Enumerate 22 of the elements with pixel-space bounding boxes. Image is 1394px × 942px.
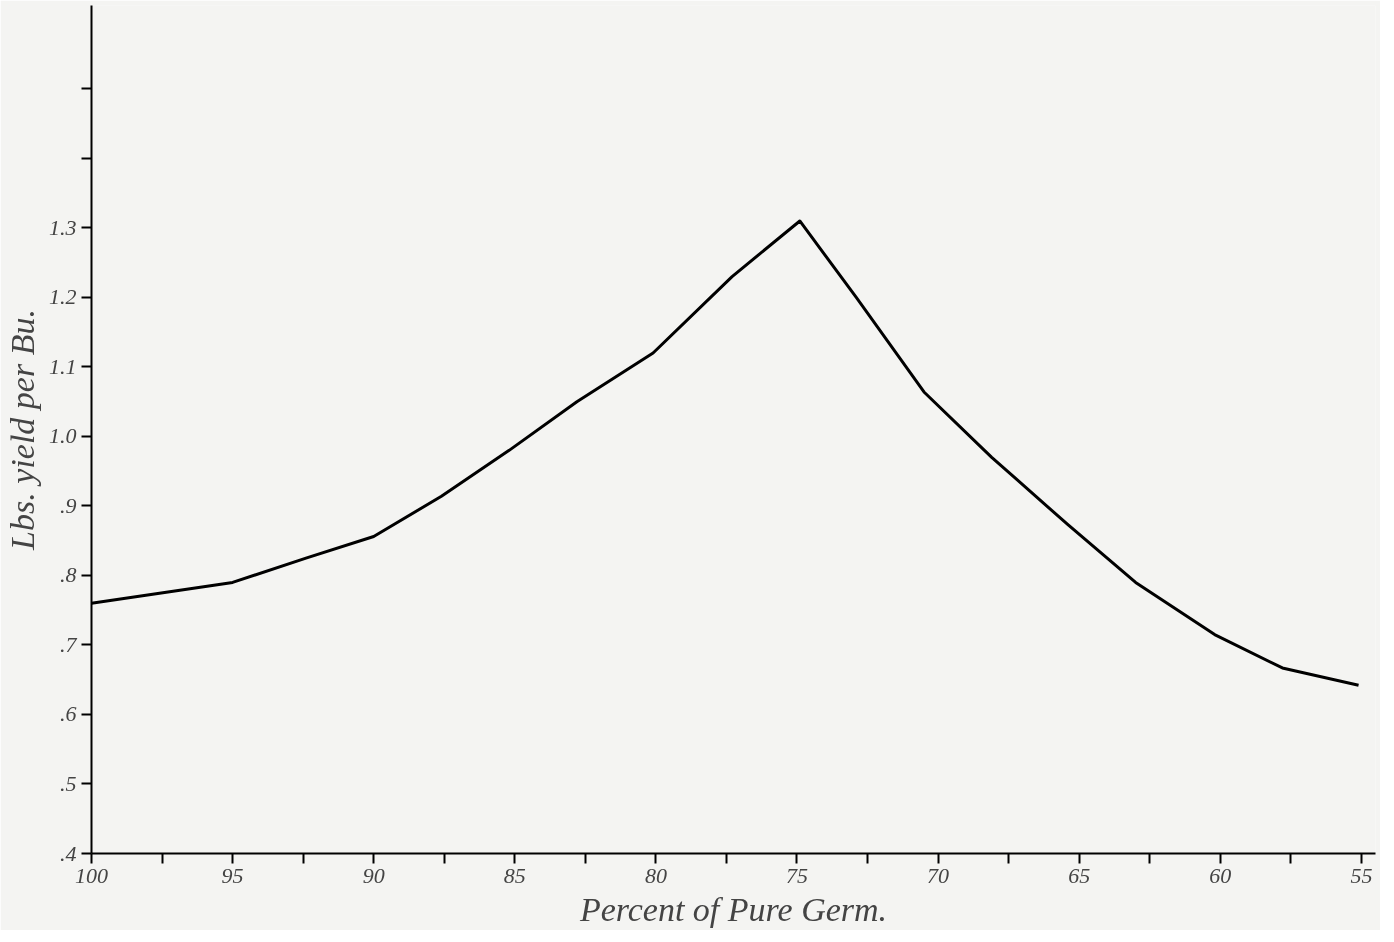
y-tick-label: 1.2 bbox=[49, 284, 77, 310]
x-tick-label: 65 bbox=[1068, 862, 1091, 888]
y-tick-label: .8 bbox=[60, 562, 77, 588]
x-axis-title: Percent of Pure Germ. bbox=[578, 890, 888, 928]
y-tick-label: .5 bbox=[60, 770, 77, 796]
y-tick-label: .6 bbox=[60, 701, 77, 727]
y-tick-label: .9 bbox=[60, 492, 77, 518]
x-tick-label: 80 bbox=[644, 862, 667, 888]
x-tick-label: 60 bbox=[1209, 862, 1232, 888]
y-tick-label: 1.1 bbox=[49, 353, 77, 379]
x-tick-label: 75 bbox=[785, 862, 808, 888]
y-axis-title: Lbs. yield per Bu. bbox=[4, 309, 41, 551]
y-tick-label: .4 bbox=[60, 840, 77, 866]
x-tick-label: 95 bbox=[221, 862, 244, 888]
y-tick-label: 1.3 bbox=[49, 214, 77, 240]
x-tick-label: 70 bbox=[927, 862, 950, 888]
x-tick-label: 55 bbox=[1350, 862, 1373, 888]
y-tick-label: 1.0 bbox=[49, 423, 77, 449]
x-tick-label: 100 bbox=[75, 862, 108, 888]
x-tick-label: 85 bbox=[503, 862, 526, 888]
x-tick-label: 90 bbox=[362, 862, 385, 888]
y-tick-label: .7 bbox=[60, 631, 78, 657]
